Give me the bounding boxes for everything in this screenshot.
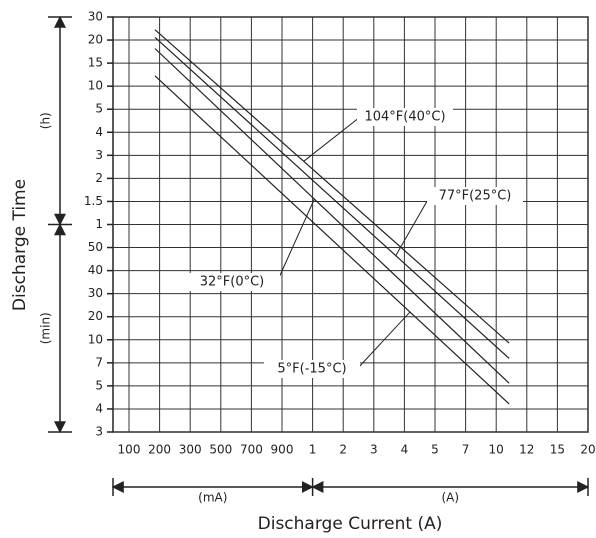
x-tick-label: 20 — [580, 443, 595, 457]
x-tick-label: 300 — [179, 443, 202, 457]
x-tick-label: 900 — [271, 443, 294, 457]
series-line — [154, 75, 510, 405]
x-axis-label: Discharge Current (A) — [258, 514, 443, 534]
y-tick-label: 4 — [95, 125, 103, 139]
leader-line — [303, 116, 361, 162]
x-unit-label: (A) — [442, 491, 460, 505]
x-tick-label: 700 — [240, 443, 263, 457]
y-tick-label: 3 — [95, 425, 103, 439]
y-tick-label: 10 — [88, 332, 103, 346]
label-bg — [357, 108, 453, 126]
y-tick-label: 20 — [88, 309, 103, 323]
y-tick-label: 3 — [95, 148, 103, 162]
y-tick-label: 15 — [88, 56, 103, 70]
y-tick-label: 1 — [95, 217, 103, 231]
y-unit-label: (min) — [39, 312, 53, 344]
x-tick-label: 3 — [370, 443, 378, 457]
y-tick-label: 50 — [88, 240, 103, 254]
series-label: 32°F(0°C) — [200, 275, 265, 290]
x-tick-label: 4 — [401, 443, 409, 457]
series-line — [154, 36, 510, 359]
y-tick-label: 5 — [95, 102, 103, 116]
x-tick-label: 500 — [209, 443, 232, 457]
x-tick-label: 15 — [550, 443, 565, 457]
x-tick-label: 2 — [339, 443, 347, 457]
x-tick-label: 10 — [489, 443, 504, 457]
leader-line — [395, 195, 431, 256]
x-tick-label: 7 — [462, 443, 470, 457]
y-tick-label: 30 — [88, 286, 103, 300]
label-bg — [427, 187, 523, 205]
y-tick-label: 10 — [88, 79, 103, 93]
y-tick-label: 30 — [88, 10, 103, 24]
x-tick-label: 1 — [309, 443, 317, 457]
leader-line — [356, 311, 411, 370]
x-tick-label: 12 — [519, 443, 534, 457]
x-unit-label: (mA) — [198, 491, 227, 505]
x-tick-label: 100 — [118, 443, 141, 457]
y-axis-label: Discharge Time — [10, 179, 30, 311]
y-tick-label: 4 — [95, 401, 103, 415]
y-tick-label: 2 — [95, 171, 103, 185]
series-label: 5°F(-15°C) — [277, 362, 346, 377]
y-tick-label: 1.5 — [84, 194, 103, 208]
y-tick-label: 20 — [88, 33, 103, 47]
series-label: 104°F(40°C) — [364, 110, 445, 125]
series-line — [154, 48, 510, 384]
leader-line — [276, 198, 315, 283]
series-label: 77°F(25°C) — [439, 189, 512, 204]
x-tick-label: 5 — [431, 443, 439, 457]
label-bg — [264, 360, 360, 378]
y-tick-label: 7 — [95, 355, 103, 369]
x-tick-label: 200 — [148, 443, 171, 457]
label-bg — [184, 273, 280, 291]
y-tick-label: 40 — [88, 263, 103, 277]
series-line — [154, 29, 510, 344]
y-unit-label: (h) — [39, 112, 53, 129]
y-tick-label: 5 — [95, 378, 103, 392]
